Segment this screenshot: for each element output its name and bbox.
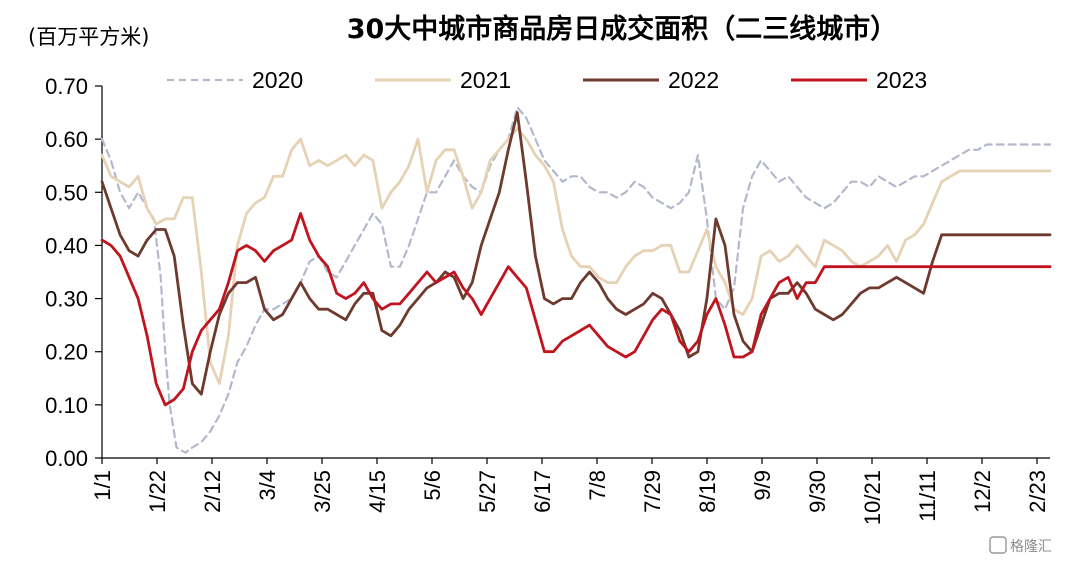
- chart-title: 30大中城市商品房日成交面积（二三线城市）: [347, 13, 898, 45]
- legend-item-2021: 2021: [375, 67, 511, 93]
- legend-item-2022: 2022: [583, 67, 719, 93]
- y-tick-label: 0.30: [45, 287, 88, 312]
- series-line-2022: [100, 111, 1052, 396]
- legend-label-2023: 2023: [876, 67, 927, 93]
- x-tick-label: 12/2: [970, 470, 995, 513]
- x-tick-label: 11/11: [915, 470, 940, 522]
- y-tick-label: 0.70: [45, 74, 88, 99]
- y-tick-label: 0.60: [45, 127, 88, 152]
- legend: 2020 2021 2022 2023: [167, 67, 927, 93]
- x-tick-label: 7/8: [585, 470, 610, 501]
- watermark-text: 格隆汇: [1010, 539, 1052, 555]
- series-line-2020: [100, 106, 1052, 454]
- y-tick-label: 0.20: [45, 340, 88, 365]
- x-axis: 1/1 1/22 2/12 3/4 3/25 4/15 5/6 5/27 6/17 7/8 7/29…: [90, 457, 1050, 525]
- x-tick-label: 9/30: [805, 470, 830, 513]
- y-axis: 0.00 0.10 0.20 0.30 0.40 0.50 0.60 0.70: [45, 74, 103, 471]
- x-tick-label: 5/27: [475, 470, 500, 513]
- series-line-2021: [100, 127, 1052, 385]
- x-tick-label: 2/12: [200, 470, 225, 513]
- x-tick-label: 6/17: [530, 470, 555, 513]
- y-tick-label: 0.10: [45, 393, 88, 418]
- series-line-2023: [100, 212, 1052, 407]
- series-group: [100, 106, 1052, 454]
- x-tick-label: 5/6: [420, 470, 445, 501]
- legend-item-2023: 2023: [791, 67, 927, 93]
- x-tick-label: 3/25: [310, 470, 335, 513]
- x-tick-label: 4/15: [365, 470, 390, 513]
- x-tick-label: 10/21: [860, 470, 885, 525]
- x-tick-label: 8/19: [695, 470, 720, 513]
- y-tick-label: 0.50: [45, 180, 88, 205]
- legend-label-2022: 2022: [668, 67, 719, 93]
- x-tick-label: 9/9: [750, 470, 775, 501]
- x-tick-label: 7/29: [640, 470, 665, 513]
- unit-label: (百万平方米): [28, 25, 149, 49]
- legend-label-2020: 2020: [252, 67, 303, 93]
- x-tick-label: 3/4: [255, 470, 280, 501]
- x-tick-label: 1/1: [90, 470, 115, 501]
- legend-item-2020: 2020: [167, 67, 303, 93]
- y-tick-label: 0.00: [45, 446, 88, 471]
- y-tick-label: 0.40: [45, 233, 88, 258]
- watermark-logo-icon: [989, 536, 1007, 554]
- legend-label-2021: 2021: [460, 67, 511, 93]
- watermark: 格隆汇: [989, 536, 1052, 555]
- x-tick-label: 1/22: [145, 470, 170, 513]
- x-tick-label: 2/23: [1025, 470, 1050, 513]
